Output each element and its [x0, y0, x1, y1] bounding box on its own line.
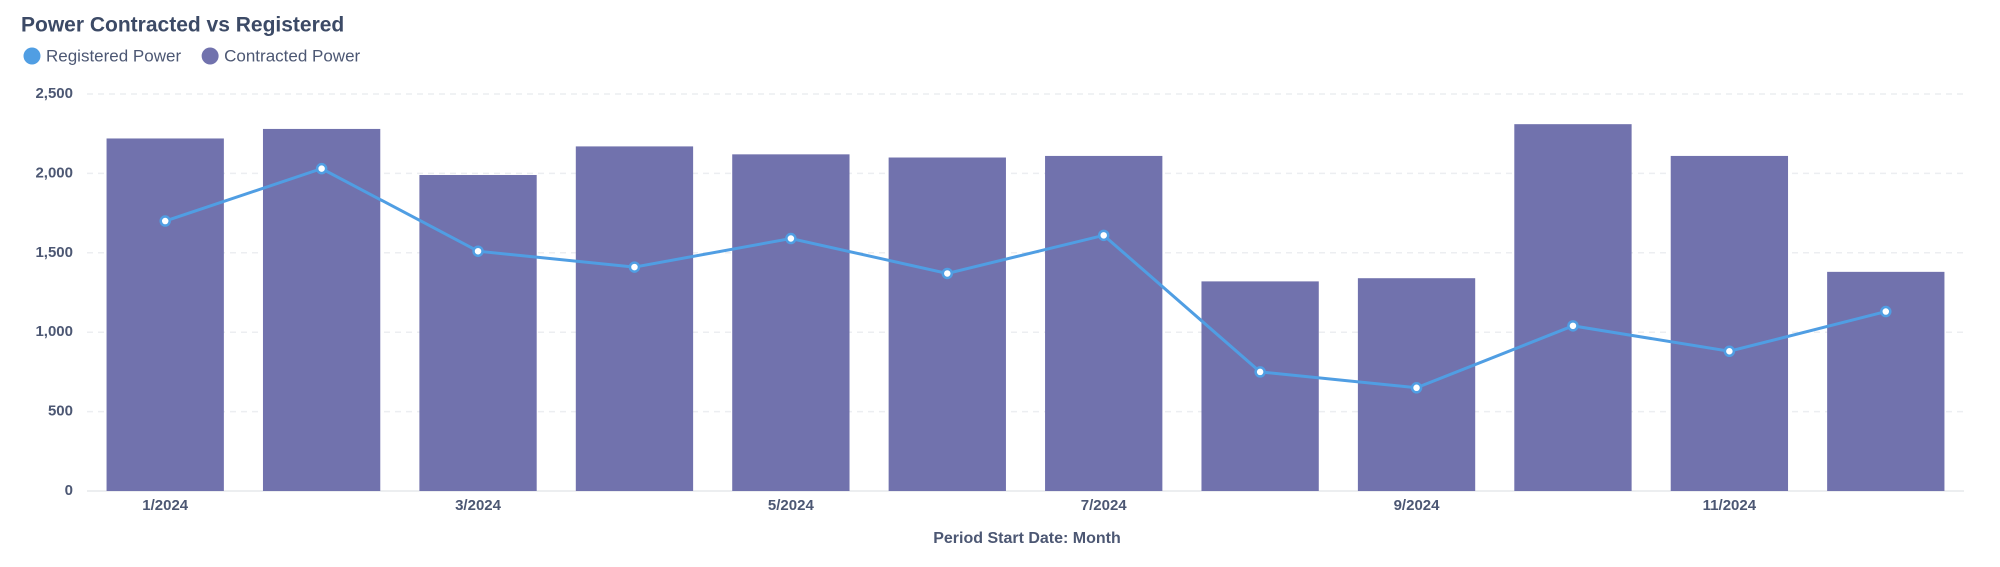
- y-tick-label: 2,500: [35, 85, 73, 102]
- bar: [1670, 155, 1789, 491]
- x-axis-title: Period Start Date: Month: [933, 530, 1121, 547]
- bar: [1201, 281, 1319, 491]
- bar: [575, 146, 694, 492]
- legend-label: Registered Power: [46, 46, 181, 65]
- bar: [1827, 271, 1945, 491]
- chart-title: Power Contracted vs Registered: [21, 14, 344, 37]
- line-point: [159, 215, 171, 227]
- bar: [106, 138, 224, 492]
- x-tick-label: 3/2024: [455, 497, 502, 514]
- line-point: [1410, 382, 1423, 394]
- bar: [1514, 124, 1632, 491]
- line-point: [1254, 366, 1266, 378]
- y-tick-label: 500: [48, 403, 73, 420]
- bar: [419, 174, 537, 491]
- x-tick-label: 11/2024: [1703, 497, 1757, 514]
- bar: [732, 154, 850, 491]
- line-point: [1097, 229, 1110, 242]
- line-point: [785, 232, 797, 245]
- line-point: [472, 245, 484, 257]
- line-point: [628, 261, 641, 273]
- line-point: [1567, 320, 1579, 332]
- x-tick-label: 5/2024: [768, 497, 815, 514]
- y-tick-label: 2,000: [35, 164, 73, 181]
- y-tick-label: 1,000: [35, 323, 73, 340]
- bar: [1045, 155, 1163, 491]
- legend-label: Contracted Power: [224, 46, 360, 65]
- x-tick-label: 7/2024: [1081, 497, 1128, 514]
- line-point: [941, 267, 954, 280]
- legend-marker: [201, 47, 219, 65]
- y-tick-label: 1,500: [35, 244, 73, 261]
- bar: [888, 157, 1006, 491]
- x-tick-label: 9/2024: [1394, 497, 1441, 514]
- line-point: [1723, 345, 1736, 358]
- x-tick-label: 1/2024: [142, 497, 189, 514]
- line-point: [315, 162, 328, 175]
- line: [164, 167, 1887, 390]
- legend-marker: [23, 47, 41, 65]
- y-tick-label: 0: [65, 482, 73, 499]
- line-point: [1880, 305, 1892, 318]
